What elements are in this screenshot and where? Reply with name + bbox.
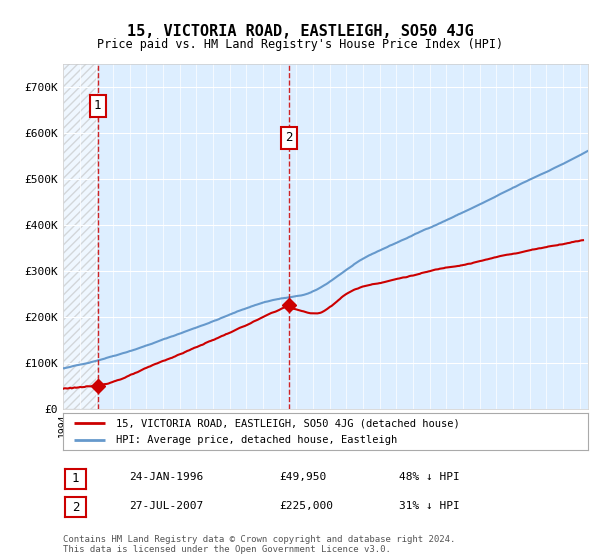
Text: 31% ↓ HPI: 31% ↓ HPI <box>399 501 460 511</box>
Text: 15, VICTORIA ROAD, EASTLEIGH, SO50 4JG: 15, VICTORIA ROAD, EASTLEIGH, SO50 4JG <box>127 24 473 39</box>
Text: 27-JUL-2007: 27-JUL-2007 <box>129 501 203 511</box>
Text: HPI: Average price, detached house, Eastleigh: HPI: Average price, detached house, East… <box>115 435 397 445</box>
Text: 1: 1 <box>72 472 79 486</box>
Text: 2: 2 <box>286 132 293 144</box>
Text: 15, VICTORIA ROAD, EASTLEIGH, SO50 4JG (detached house): 15, VICTORIA ROAD, EASTLEIGH, SO50 4JG (… <box>115 418 459 428</box>
Text: Contains HM Land Registry data © Crown copyright and database right 2024.
This d: Contains HM Land Registry data © Crown c… <box>63 535 455 554</box>
Text: 2: 2 <box>72 501 79 514</box>
Text: £225,000: £225,000 <box>279 501 333 511</box>
Text: 24-JAN-1996: 24-JAN-1996 <box>129 472 203 482</box>
Text: 1: 1 <box>94 99 101 112</box>
Text: Price paid vs. HM Land Registry's House Price Index (HPI): Price paid vs. HM Land Registry's House … <box>97 38 503 51</box>
Text: £49,950: £49,950 <box>279 472 326 482</box>
Text: 48% ↓ HPI: 48% ↓ HPI <box>399 472 460 482</box>
Bar <box>63 64 98 409</box>
